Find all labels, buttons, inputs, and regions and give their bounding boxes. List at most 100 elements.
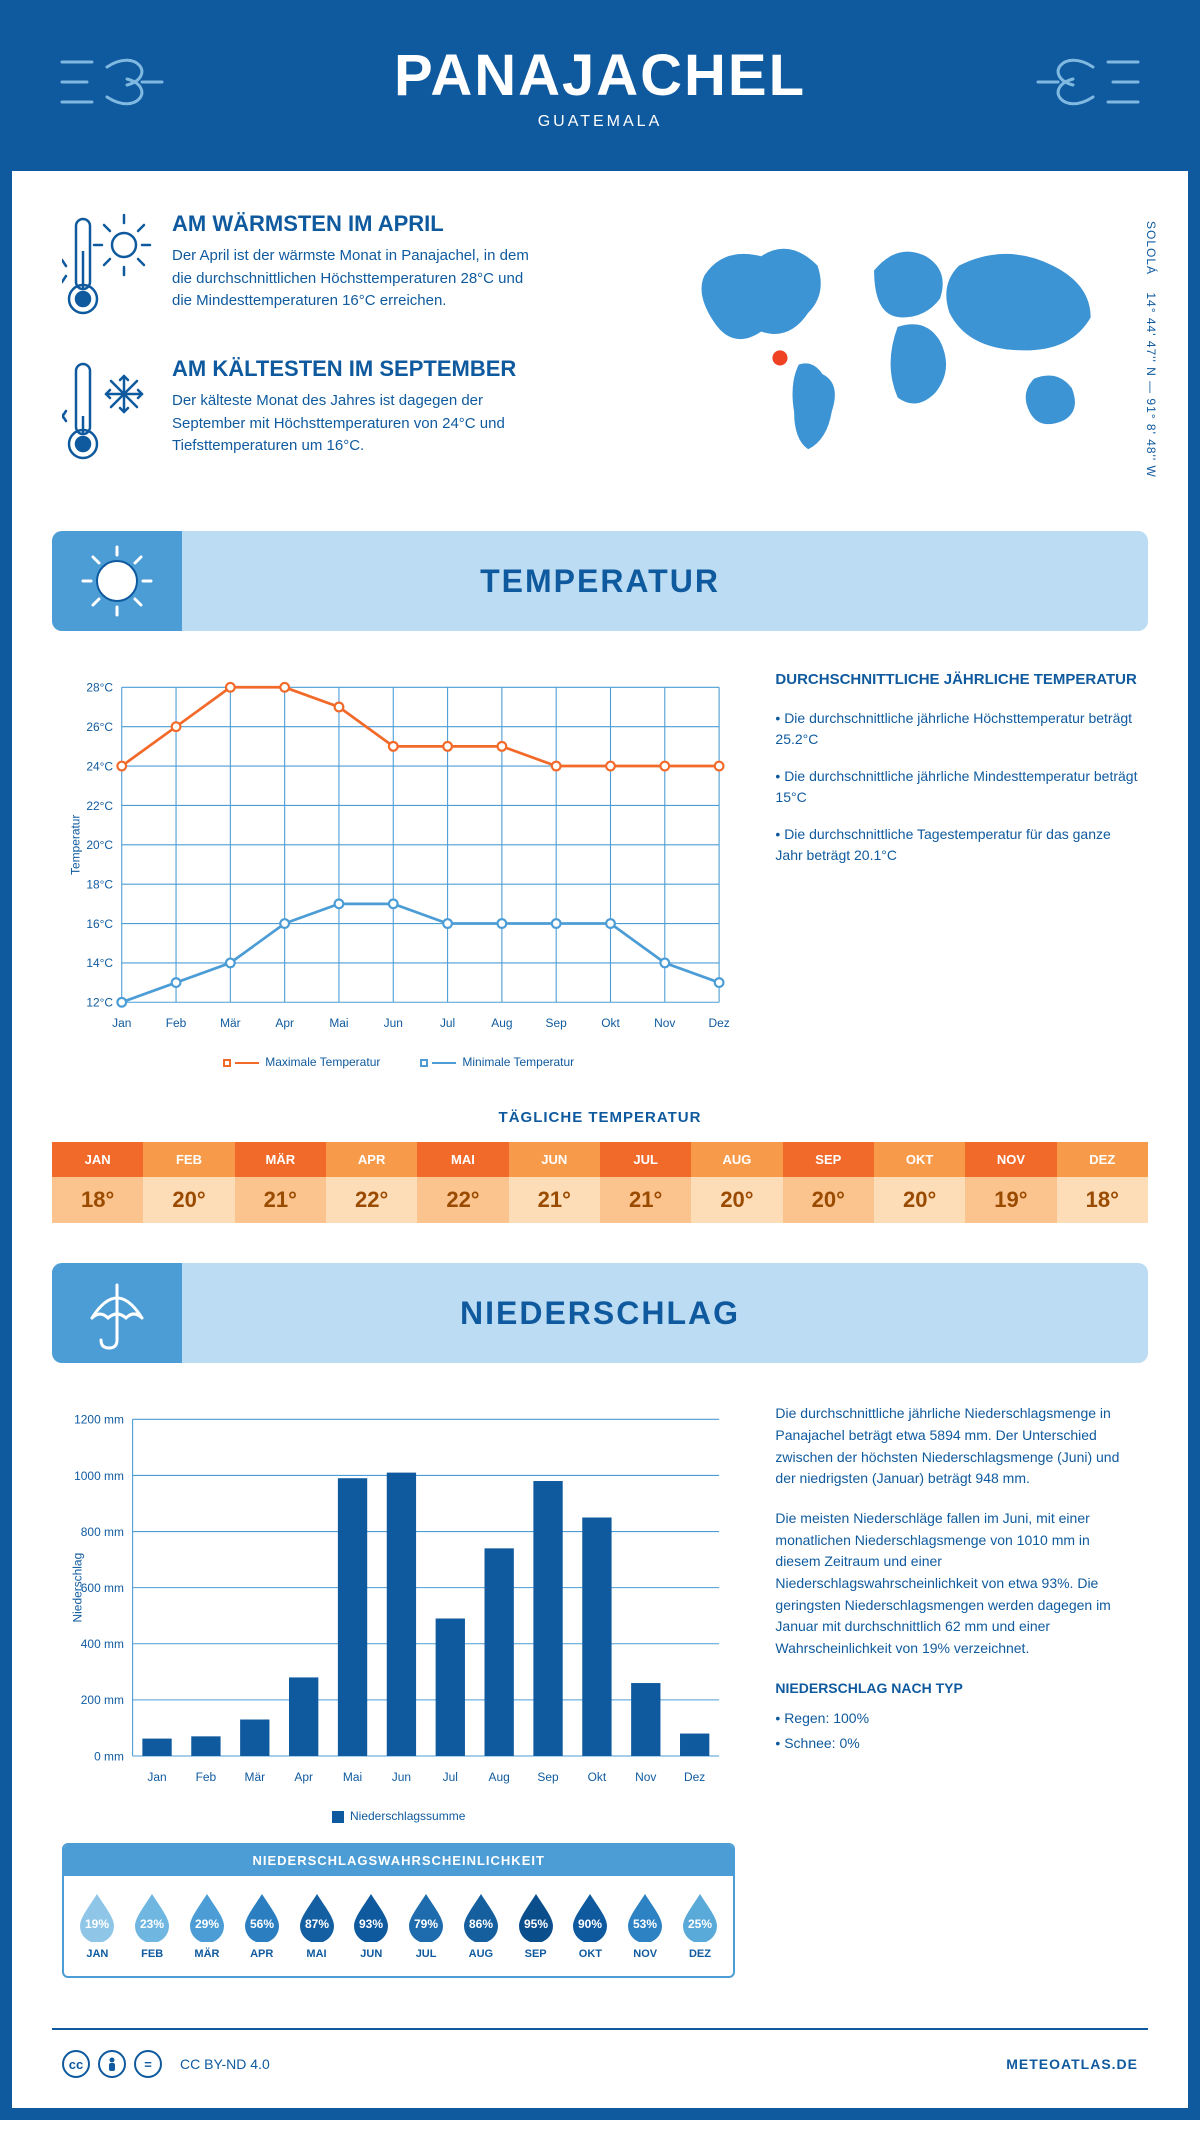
- svg-text:1000 mm: 1000 mm: [74, 1469, 124, 1483]
- svg-text:18°C: 18°C: [86, 877, 113, 891]
- svg-text:24°C: 24°C: [86, 759, 113, 773]
- probability-drop: 86% AUG: [459, 1890, 503, 1960]
- section-banner-temperature: TEMPERATUR: [52, 531, 1148, 631]
- svg-text:23%: 23%: [140, 1917, 164, 1931]
- temperature-line-chart: 12°C 14°C 16°C 18°C 20°C 22°C 24°C 26°C 28°C Jan F…: [62, 671, 735, 1069]
- thermometer-snow-icon: [62, 356, 152, 471]
- chart-legend: Maximale Temperatur Minimale Temperatur: [62, 1055, 735, 1069]
- svg-text:Nov: Nov: [654, 1016, 675, 1030]
- thermometer-sun-icon: [62, 211, 152, 326]
- svg-text:95%: 95%: [524, 1917, 548, 1931]
- warmest-text: Der April ist der wärmste Monat in Panaj…: [172, 245, 532, 313]
- wind-icon: [52, 42, 172, 127]
- probability-drop: 19% JAN: [75, 1890, 119, 1960]
- probability-drop: 90% OKT: [568, 1890, 612, 1960]
- header: PANAJACHEL GUATEMALA: [12, 12, 1188, 171]
- precip-notes: Die durchschnittliche jährliche Niedersc…: [775, 1403, 1138, 1978]
- svg-text:Feb: Feb: [166, 1016, 187, 1030]
- svg-text:19%: 19%: [85, 1917, 109, 1931]
- svg-text:Apr: Apr: [294, 1770, 313, 1784]
- svg-text:Feb: Feb: [196, 1770, 217, 1784]
- svg-text:1200 mm: 1200 mm: [74, 1413, 124, 1427]
- svg-text:Dez: Dez: [684, 1770, 705, 1784]
- svg-text:200 mm: 200 mm: [81, 1693, 124, 1707]
- svg-text:22°C: 22°C: [86, 799, 113, 813]
- page-subtitle: GUATEMALA: [394, 113, 806, 131]
- svg-text:Temperatur: Temperatur: [68, 815, 82, 875]
- license-icons: cc = CC BY-ND 4.0: [62, 2050, 270, 2078]
- svg-text:28°C: 28°C: [86, 681, 113, 695]
- svg-text:93%: 93%: [359, 1917, 383, 1931]
- svg-text:53%: 53%: [633, 1917, 657, 1931]
- temperature-notes: DURCHSCHNITTLICHE JÄHRLICHE TEMPERATUR •…: [775, 671, 1138, 1069]
- section-title: TEMPERATUR: [182, 563, 1148, 600]
- svg-text:Aug: Aug: [489, 1770, 510, 1784]
- svg-text:Mär: Mär: [220, 1016, 241, 1030]
- svg-text:Mär: Mär: [245, 1770, 266, 1784]
- svg-text:Dez: Dez: [708, 1016, 729, 1030]
- svg-text:Jan: Jan: [112, 1016, 131, 1030]
- svg-text:800 mm: 800 mm: [81, 1525, 124, 1539]
- coldest-text: Der kälteste Monat des Jahres ist dagege…: [172, 390, 532, 458]
- svg-text:26°C: 26°C: [86, 720, 113, 734]
- svg-text:16°C: 16°C: [86, 917, 113, 931]
- wind-icon: [1028, 42, 1148, 127]
- svg-text:Mai: Mai: [329, 1016, 348, 1030]
- daily-temp-title: TÄGLICHE TEMPERATUR: [12, 1109, 1188, 1126]
- svg-text:600 mm: 600 mm: [81, 1581, 124, 1595]
- umbrella-icon: [52, 1263, 182, 1363]
- svg-text:25%: 25%: [688, 1917, 712, 1931]
- svg-text:Okt: Okt: [601, 1016, 620, 1030]
- nd-icon: =: [134, 2050, 162, 2078]
- svg-text:Jun: Jun: [384, 1016, 403, 1030]
- svg-text:Okt: Okt: [588, 1770, 607, 1784]
- probability-drop: 23% FEB: [130, 1890, 174, 1960]
- svg-text:Jun: Jun: [392, 1770, 411, 1784]
- svg-text:86%: 86%: [469, 1917, 493, 1931]
- svg-text:Sep: Sep: [537, 1770, 559, 1784]
- svg-text:Sep: Sep: [546, 1016, 568, 1030]
- brand: METEOATLAS.DE: [1006, 2056, 1138, 2072]
- svg-text:Mai: Mai: [343, 1770, 362, 1784]
- svg-text:400 mm: 400 mm: [81, 1637, 124, 1651]
- coordinates: SOLOLÁ 14° 44' 47'' N — 91° 8' 48'' W: [1144, 221, 1158, 478]
- summary-row: AM WÄRMSTEN IM APRIL Der April ist der w…: [12, 171, 1188, 531]
- cc-icon: cc: [62, 2050, 90, 2078]
- warmest-title: AM WÄRMSTEN IM APRIL: [172, 211, 532, 237]
- svg-text:Niederschlag: Niederschlag: [71, 1553, 85, 1623]
- precip-probability-box: NIEDERSCHLAGSWAHRSCHEINLICHKEIT 19% JAN …: [62, 1843, 735, 1978]
- coldest-title: AM KÄLTESTEN IM SEPTEMBER: [172, 356, 532, 382]
- svg-text:14°C: 14°C: [86, 956, 113, 970]
- warmest-block: AM WÄRMSTEN IM APRIL Der April ist der w…: [62, 211, 637, 326]
- svg-text:Aug: Aug: [491, 1016, 512, 1030]
- svg-text:56%: 56%: [250, 1917, 274, 1931]
- sun-icon: [52, 531, 182, 631]
- world-map: SOLOLÁ 14° 44' 47'' N — 91° 8' 48'' W: [667, 211, 1138, 501]
- svg-text:Apr: Apr: [275, 1016, 294, 1030]
- svg-text:Jul: Jul: [440, 1016, 455, 1030]
- svg-text:Jul: Jul: [443, 1770, 458, 1784]
- svg-text:Jan: Jan: [147, 1770, 166, 1784]
- precipitation-bar-chart: 0 mm 200 mm 400 mm 600 mm 800 mm 1000 mm 1200 …: [62, 1403, 735, 1823]
- probability-drop: 79% JUL: [404, 1890, 448, 1960]
- svg-text:Nov: Nov: [635, 1770, 656, 1784]
- infographic-frame: PANAJACHEL GUATEMALA: [0, 0, 1200, 2120]
- svg-text:29%: 29%: [195, 1917, 219, 1931]
- svg-text:20°C: 20°C: [86, 838, 113, 852]
- chart-legend: Niederschlagssumme: [62, 1809, 735, 1823]
- svg-text:0 mm: 0 mm: [94, 1750, 124, 1764]
- svg-text:90%: 90%: [578, 1917, 602, 1931]
- footer: cc = CC BY-ND 4.0 METEOATLAS.DE: [52, 2028, 1148, 2108]
- svg-text:12°C: 12°C: [86, 996, 113, 1010]
- section-banner-precip: NIEDERSCHLAG: [52, 1263, 1148, 1363]
- by-icon: [98, 2050, 126, 2078]
- probability-drop: 93% JUN: [349, 1890, 393, 1960]
- probability-drop: 29% MÄR: [185, 1890, 229, 1960]
- coldest-block: AM KÄLTESTEN IM SEPTEMBER Der kälteste M…: [62, 356, 637, 471]
- svg-text:79%: 79%: [414, 1917, 438, 1931]
- svg-text:87%: 87%: [305, 1917, 329, 1931]
- page-title: PANAJACHEL: [394, 42, 806, 109]
- probability-drop: 25% DEZ: [678, 1890, 722, 1960]
- probability-drop: 56% APR: [240, 1890, 284, 1960]
- probability-drop: 87% MAI: [295, 1890, 339, 1960]
